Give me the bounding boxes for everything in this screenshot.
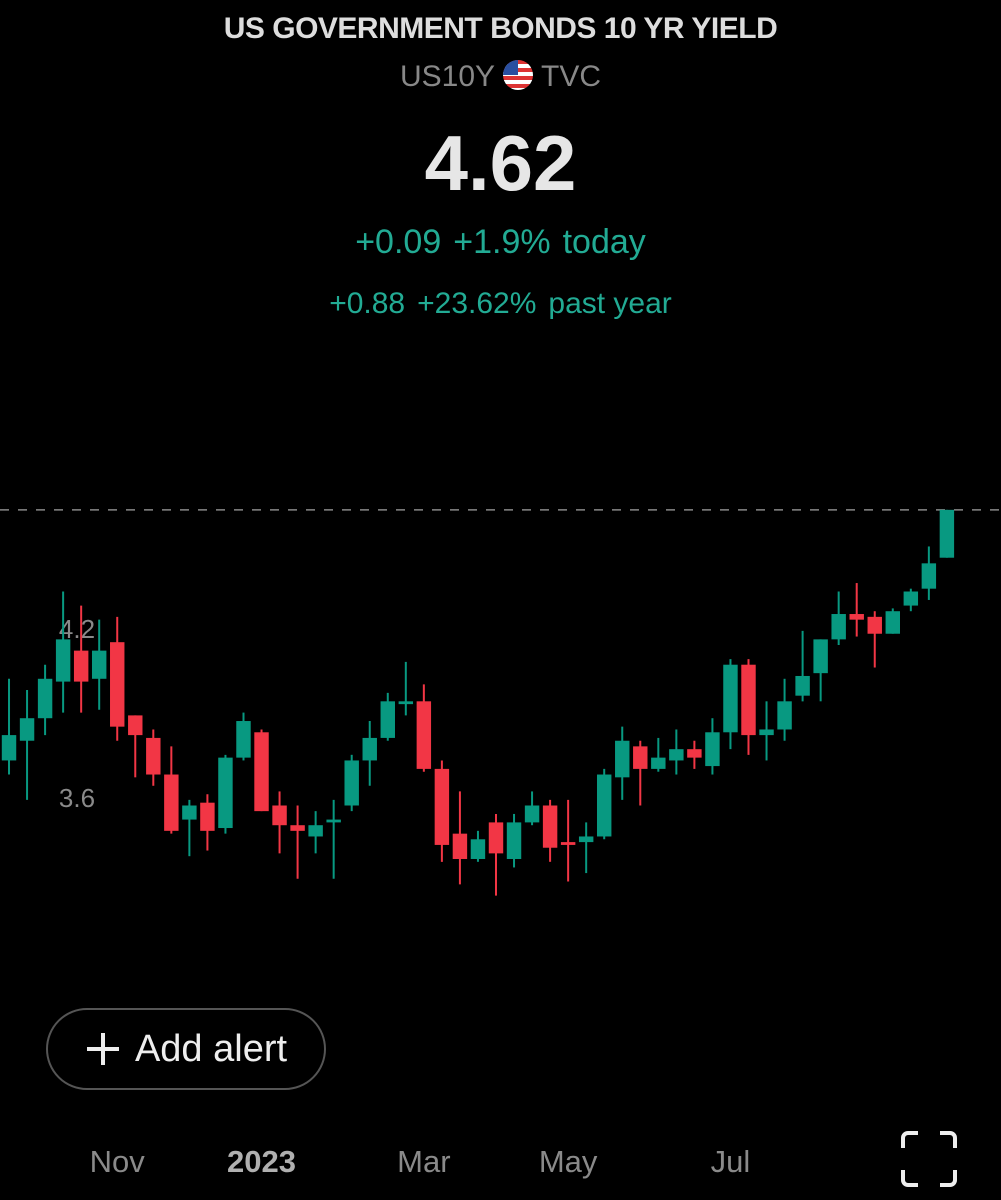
candle-body <box>308 825 323 837</box>
candle-body <box>19 718 35 741</box>
period: past year <box>548 287 672 320</box>
change-pct: +1.9% <box>453 223 551 261</box>
price: 4.62 <box>424 119 577 207</box>
x-tick-label: Mar <box>397 1144 450 1179</box>
candle-body <box>903 591 919 606</box>
candle-body <box>73 650 89 682</box>
day-change: +0.09 +1.9% today <box>0 223 1001 262</box>
change: +0.09 <box>355 223 442 261</box>
candle-body <box>272 805 287 826</box>
candle-body <box>488 822 504 854</box>
candle-body <box>596 774 612 837</box>
candle-body <box>37 678 53 719</box>
candle-body <box>128 715 143 736</box>
candle-body <box>939 509 955 558</box>
candle-body <box>795 675 810 696</box>
candle-body <box>542 805 558 848</box>
candle-body <box>380 701 395 738</box>
x-tick-label: 2023 <box>227 1144 296 1179</box>
y-tick-label: 4.2 <box>59 614 95 644</box>
candle-body <box>362 737 377 761</box>
symbol: US10Y <box>399 60 496 93</box>
plus-icon <box>86 1033 119 1065</box>
candle-body <box>55 639 71 682</box>
candle-body <box>470 839 486 859</box>
candle-body <box>885 611 900 634</box>
candle-body <box>452 833 468 859</box>
candle-body <box>669 749 684 761</box>
flag-icon <box>503 60 534 90</box>
candle-body <box>813 639 828 674</box>
add-alert-button[interactable]: Add alert <box>46 1008 326 1090</box>
candle-body <box>867 616 882 634</box>
candle-body <box>416 701 432 769</box>
x-tick-label: Nov <box>90 1144 146 1179</box>
candle-body <box>164 774 179 831</box>
x-tick-label: May <box>539 1144 598 1179</box>
candle-body <box>398 701 414 705</box>
candle-body <box>344 760 359 806</box>
candle-body <box>254 732 269 812</box>
year-change: +0.88 +23.62% past year <box>0 287 1001 321</box>
candle-body <box>651 757 666 769</box>
candle-body <box>218 757 233 829</box>
fullscreen-button[interactable] <box>900 1130 958 1188</box>
candle-body <box>1 735 17 761</box>
exchange: TVC <box>541 60 602 93</box>
candle-body <box>759 729 774 736</box>
candle-body <box>615 740 630 778</box>
candle-body <box>705 732 720 767</box>
symbol-line: US10Y TVC <box>0 60 1001 94</box>
period: today <box>562 223 646 261</box>
candle-body <box>524 805 540 823</box>
candle-body <box>560 842 576 845</box>
candle-body <box>200 802 215 831</box>
candle-body <box>633 746 648 769</box>
change: +0.88 <box>329 287 406 320</box>
candle-body <box>831 614 846 640</box>
candle-body <box>578 836 594 843</box>
candle-body <box>91 650 107 679</box>
candle-body <box>723 664 738 733</box>
y-tick-label: 3.6 <box>59 783 95 813</box>
x-tick-label: Jul <box>711 1144 751 1179</box>
candle-body <box>146 737 161 775</box>
candle-body <box>290 825 305 831</box>
candle-body <box>687 749 702 758</box>
candle-body <box>182 805 197 820</box>
candle-body <box>921 563 937 589</box>
candle-body <box>110 642 125 727</box>
candle-body <box>777 701 792 730</box>
change-pct: +23.62% <box>417 287 537 320</box>
candle-body <box>849 614 864 620</box>
candle-body <box>741 664 756 736</box>
candle-body <box>236 721 251 758</box>
candle-body <box>506 822 522 859</box>
candle-body <box>326 819 341 823</box>
candle-body <box>434 768 450 845</box>
title: US GOVERNMENT BONDS 10 YR YIELD <box>223 12 778 45</box>
button-label: Add alert <box>134 1027 288 1070</box>
